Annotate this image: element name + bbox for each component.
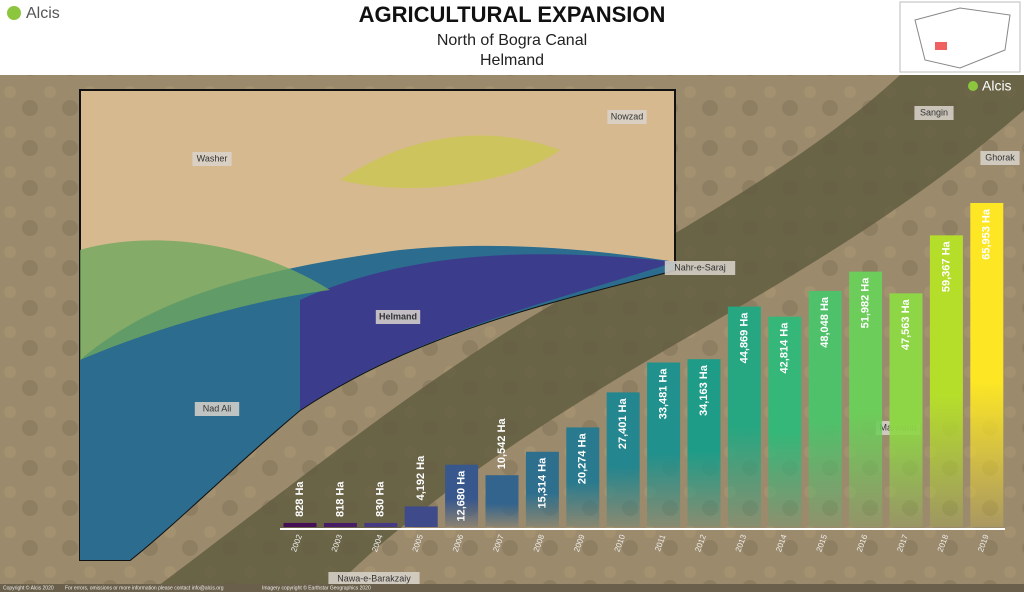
cultivation-north: [340, 135, 560, 189]
bar: [929, 235, 963, 527]
value-label: 47,563 Ha: [900, 298, 912, 350]
inset-map: [899, 1, 1021, 73]
bar: [889, 293, 923, 527]
inset-highlight: [935, 42, 947, 50]
map-logo-icon: [968, 81, 978, 91]
bar: [525, 451, 559, 527]
bar: [283, 522, 317, 527]
subtitle: North of Bogra Canal: [437, 32, 587, 49]
bar: [849, 271, 883, 527]
place-label: Helmand: [379, 311, 417, 321]
value-label: 42,814 Ha: [779, 322, 791, 374]
bar: [647, 362, 681, 527]
place-label: Nowzad: [611, 111, 644, 121]
title: AGRICULTURAL EXPANSION: [359, 2, 666, 27]
bar: [323, 522, 357, 527]
value-label: 818 Ha: [334, 481, 346, 517]
bar: [606, 392, 640, 527]
place-label: Nahr-e-Saraj: [674, 262, 726, 272]
map-logo: Alcis: [982, 78, 1012, 94]
bar: [404, 506, 438, 527]
header: [0, 0, 1024, 75]
place-label-box: [328, 572, 420, 586]
place-label: Nad Ali: [203, 403, 232, 413]
place-label-box: [192, 152, 232, 166]
bar: [808, 290, 842, 527]
place-label-box: [980, 151, 1020, 165]
cultivation-dense: [80, 245, 675, 560]
value-label: 34,163 Ha: [698, 364, 710, 416]
bar: [445, 464, 479, 527]
place-label: Washer: [197, 153, 228, 163]
bar: [364, 522, 398, 527]
bar: [485, 475, 519, 527]
river-valley: [150, 75, 1024, 592]
value-label: 27,401 Ha: [617, 398, 629, 450]
place-label-box: [375, 310, 421, 324]
logo-icon: [7, 6, 21, 20]
footer-text: For errors, omissions or more informatio…: [65, 585, 224, 591]
value-label: 20,274 Ha: [577, 433, 589, 485]
bar: [727, 306, 761, 527]
place-label-box: [664, 261, 736, 275]
place-label: Sangin: [920, 107, 948, 117]
value-label: 33,481 Ha: [658, 368, 670, 420]
value-label: 48,048 Ha: [819, 296, 831, 348]
place-label: Ghorak: [985, 152, 1015, 162]
value-label: 830 Ha: [375, 481, 387, 517]
value-label: 44,869 Ha: [738, 312, 750, 364]
value-label: 59,367 Ha: [940, 240, 952, 292]
inset-outline: [914, 7, 1011, 69]
region: Helmand: [480, 52, 544, 69]
logo: Alcis: [26, 5, 60, 22]
place-label-box: [194, 402, 240, 416]
footer-text: Copyright © Alcis 2020: [3, 584, 54, 591]
cultivation-edge: [80, 240, 330, 360]
cultivation-core: [300, 254, 675, 410]
value-label: 65,953 Ha: [981, 208, 993, 260]
value-label: 12,680 Ha: [456, 470, 468, 522]
place-label-box: [607, 110, 647, 124]
value-label: 15,314 Ha: [536, 457, 548, 509]
value-label: 51,982 Ha: [860, 277, 872, 329]
value-label: 4,192 Ha: [415, 455, 427, 501]
footer-bar: [0, 584, 1024, 592]
place-label-box: [914, 106, 954, 120]
bar: [566, 427, 600, 527]
bar: [970, 203, 1004, 527]
bar: [768, 316, 802, 527]
value-label: 828 Ha: [294, 481, 306, 517]
value-label: 10,542 Ha: [496, 418, 508, 470]
bar: [687, 359, 721, 527]
footer-text: Imagery copyright © Earthstar Geographic…: [262, 584, 371, 591]
place-label: Nawa-e-Barakzaiy: [337, 573, 411, 583]
